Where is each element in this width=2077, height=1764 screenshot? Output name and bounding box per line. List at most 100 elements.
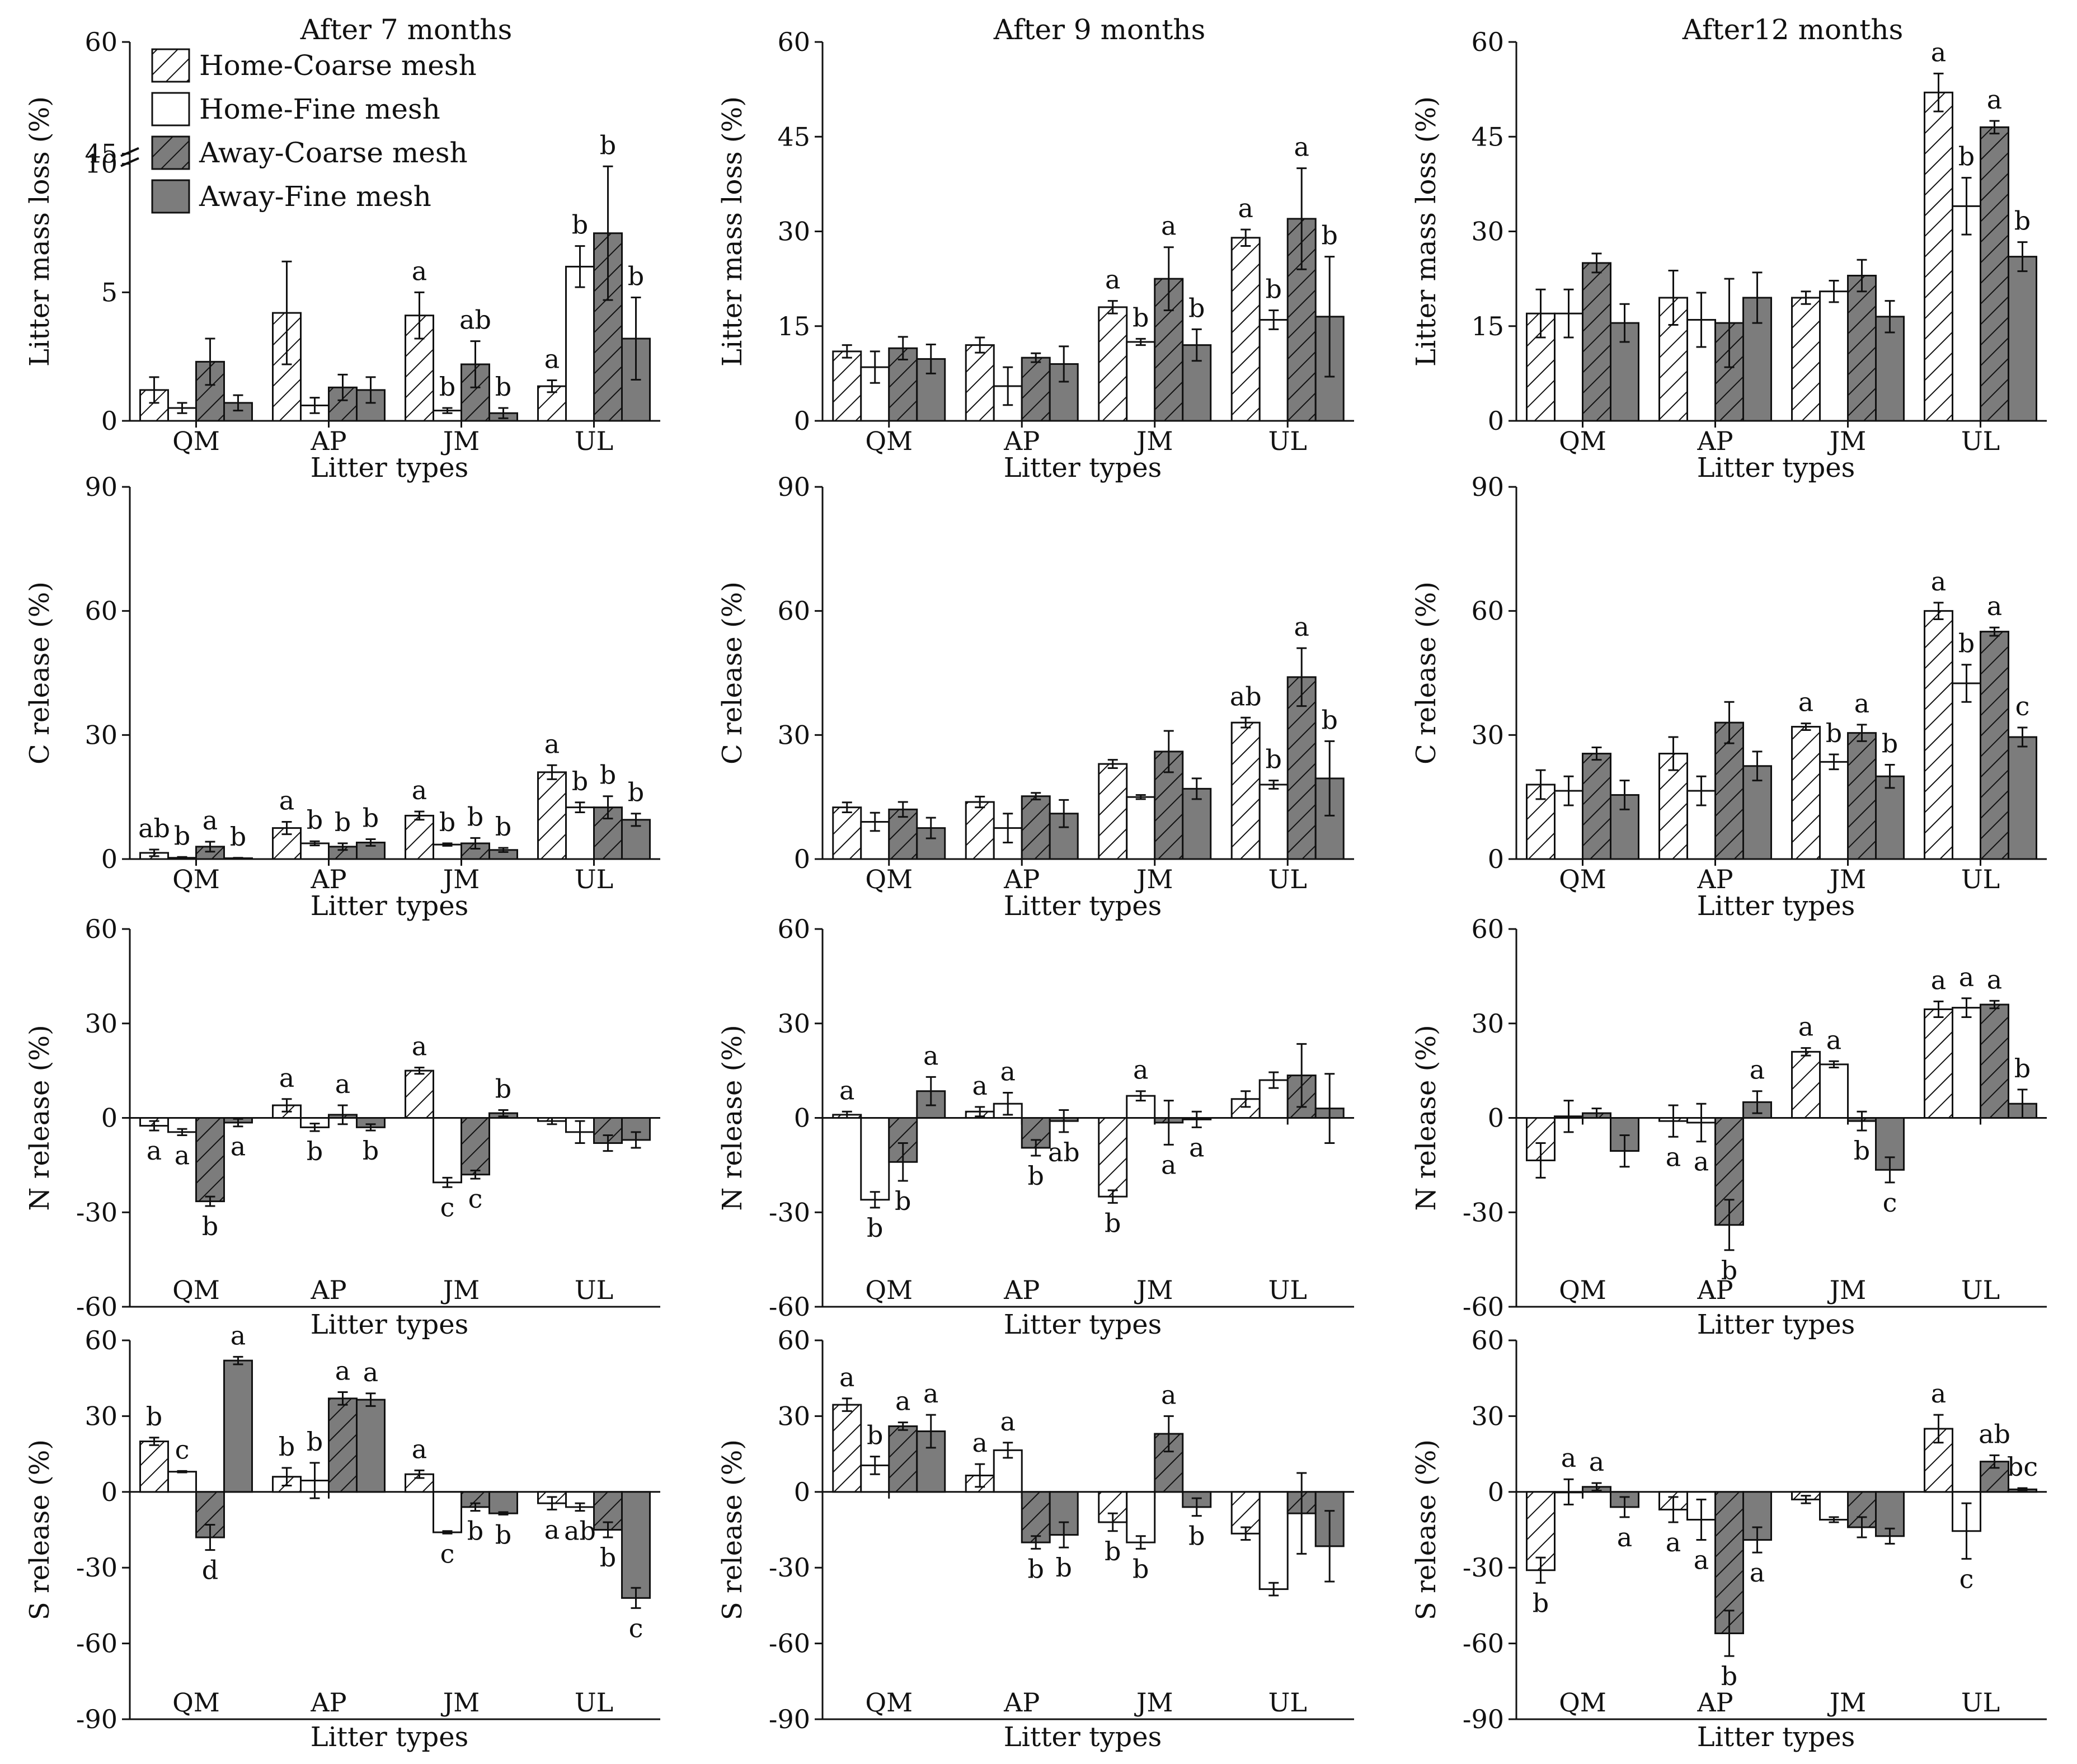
category-label-qm: QM [172,864,220,894]
bar-ul-s3 [1980,126,2009,422]
significance-letter: a [1000,1406,1016,1437]
bar-ul-s1 [1924,1008,1953,1119]
y-tick-label: 0 [101,1477,118,1507]
significance-letter: b [895,1186,911,1216]
y-tick-label: 30 [777,1401,810,1431]
significance-letter: d [202,1555,218,1585]
bar-ap-s3 [328,1397,358,1493]
bar-jm-s2 [1819,761,1849,860]
bar-jm-s1 [1098,763,1128,860]
significance-letter: a [1294,612,1309,642]
bar-jm-s2 [433,1491,462,1533]
category-label-qm: QM [865,864,913,894]
bar-qm-s2 [860,1117,890,1201]
significance-letter: c [175,1434,190,1465]
bar-jm-s2 [1819,1491,1849,1521]
x-axis-label: Litter types [311,452,469,484]
bar-ul-s2 [565,806,595,860]
bar-ap-s1 [965,801,995,860]
bar-ul-s2 [1258,318,1289,422]
significance-letter: b [363,803,379,833]
significance-letter: a [1161,1380,1176,1410]
bar-jm-s3 [1847,732,1877,860]
significance-letter: a [1931,1378,1946,1409]
significance-letter: b [439,372,455,402]
y-tick-label: 0 [794,1103,810,1133]
y-tick-label: 60 [84,1325,118,1355]
significance-letter: b [572,766,588,796]
category-label-ap: AP [310,1687,346,1718]
category-label-ap: AP [1697,1687,1733,1718]
y-axis-label: N release (%) [717,1025,748,1211]
bar-jm-s2 [1819,290,1849,422]
significance-letter: a [231,1132,246,1162]
legend: Home-Coarse mesh Home-Fine mesh Away-Coars… [151,48,477,214]
significance-letter: c [629,1613,643,1643]
y-tick-label: 45 [777,121,810,152]
category-label-qm: QM [1559,864,1606,894]
y-axis-label: N release (%) [1411,1025,1442,1211]
bar-ap-s1 [1658,753,1688,860]
significance-letter: a [1694,1545,1709,1575]
bar-jm-s1 [1791,1050,1821,1119]
significance-letter: a [412,256,427,286]
bar-jm-s2 [1126,341,1156,422]
significance-letter: a [1238,193,1253,223]
y-axis-label: S release (%) [24,1439,55,1620]
bar-jm-s1 [405,814,434,860]
legend-swatch-4 [151,179,190,214]
category-label-jm: JM [441,1687,480,1718]
significance-letter: ab [459,305,491,335]
legend-swatch-1 [151,48,190,83]
x-axis-label: Litter types [1697,1309,1855,1340]
bar-ap-s3 [1021,795,1051,860]
y-axis-label: Litter mass loss (%) [717,96,748,367]
bar-ul-s4 [2008,736,2037,860]
significance-letter: b [1266,274,1282,304]
significance-letter: b [600,760,616,790]
significance-letter: b [867,1420,883,1451]
significance-letter: b [202,1211,218,1241]
bar-ul-s4 [2008,256,2037,422]
significance-letter: a [1666,1142,1681,1172]
x-axis-label: Litter types [311,890,469,922]
category-label-jm: JM [1134,1687,1173,1718]
bar-ul-s2 [1258,784,1289,860]
y-tick-label: -30 [1463,1552,1504,1583]
x-axis-label: Litter types [1004,1721,1162,1753]
bar-qm-s3 [888,1425,918,1493]
significance-letter: b [1188,293,1205,323]
significance-letter: b [335,807,351,837]
significance-letter: a [1589,1447,1604,1477]
y-tick-label: 30 [1471,720,1504,750]
significance-letter: a [335,1356,350,1386]
category-label-ul: UL [575,426,613,456]
y-tick-label: -30 [76,1197,118,1227]
significance-letter: b [628,261,644,292]
bar-jm-s3 [460,1117,490,1176]
significance-letter: a [412,1031,427,1062]
legend-label-4: Away-Fine mesh [199,180,431,213]
significance-letter: a [1294,132,1309,162]
bar-ul-s1 [1924,610,1953,860]
significance-letter: b [174,820,190,851]
significance-letter: ab [564,1516,596,1546]
bar-ul-s3 [1980,631,2009,860]
bar-ap-s3 [1021,1491,1051,1544]
category-label-ul: UL [575,1275,613,1305]
category-label-qm: QM [865,1687,913,1718]
category-label-ul: UL [1268,426,1307,456]
bar-qm-s1 [139,1441,169,1493]
y-axis-label: Litter mass loss (%) [1411,96,1442,367]
significance-letter: a [412,775,427,805]
significance-letter: a [544,1514,560,1545]
significance-letter: b [1882,729,1898,759]
bar-qm-s4 [223,1359,253,1493]
y-tick-label: 0 [101,406,118,436]
